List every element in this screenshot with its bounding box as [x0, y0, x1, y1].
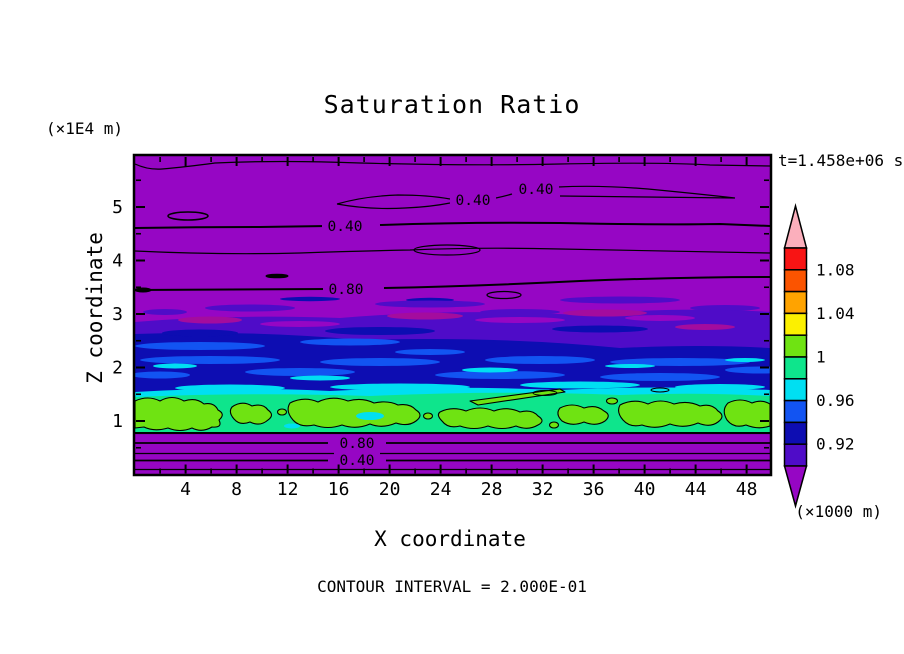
- contour-line-labels: 0.400.400.400.800.800.40: [322, 181, 559, 469]
- colorbar-label: 1: [816, 348, 826, 367]
- colorbar-segment: [783, 312, 808, 336]
- colorbar-segment: [783, 443, 808, 467]
- time-stamp-label: t=1.458e+06 s: [778, 151, 904, 170]
- contour-label-bg: [334, 452, 380, 468]
- contour-label: 0.40: [328, 219, 363, 235]
- contour-label-bg: [450, 192, 496, 208]
- plot-field: 0.400.400.400.800.800.40: [135, 156, 770, 475]
- x-axis-units-label: (×1000 m): [795, 502, 882, 521]
- colorbar-under-arrow: [783, 465, 808, 509]
- x-tick-label: 8: [231, 479, 242, 500]
- y-tick-label: 2: [112, 358, 123, 379]
- colorbar-segment: [783, 247, 808, 271]
- colorbar-segment: [783, 290, 808, 315]
- x-tick-label: 4: [180, 479, 191, 500]
- contour-label: 0.80: [329, 282, 364, 298]
- x-tick-label: 36: [583, 479, 605, 500]
- contour-label: 0.40: [519, 182, 554, 198]
- colorbar-label: 1.08: [816, 260, 855, 279]
- contour-label-bg: [323, 281, 369, 297]
- colorbar-segment: [783, 399, 808, 424]
- colorbar-labels: 1.08 1.04 1 0.96 0.92: [816, 260, 855, 453]
- contour-label-bg: [334, 435, 380, 451]
- x-tick-label: 20: [379, 479, 401, 500]
- colorbar-segment: [783, 356, 808, 380]
- contour-interval-note: CONTOUR INTERVAL = 2.000E-01: [317, 577, 587, 596]
- upper-contour-lines: [135, 160, 770, 300]
- colorbar-label: 1.04: [816, 304, 855, 323]
- contour-label: 0.80: [340, 436, 375, 452]
- y-tick-label: 5: [112, 197, 123, 218]
- band-saturated: [135, 387, 770, 433]
- y-tick-label: 3: [112, 304, 123, 325]
- colorbar-segment: [783, 269, 808, 293]
- x-tick-label: 40: [634, 479, 656, 500]
- colorbar-segment: [783, 334, 808, 358]
- band-transition: [135, 296, 770, 396]
- x-tick-label: 28: [481, 479, 503, 500]
- band-surface: [135, 432, 770, 475]
- x-axis-title: X coordinate: [374, 527, 526, 551]
- page-title: Saturation Ratio: [323, 90, 581, 119]
- contour-label-bg: [322, 218, 368, 234]
- colorbar: [783, 203, 808, 509]
- y-axis-units-label: (×1E4 m): [46, 119, 124, 138]
- x-tick-label: 16: [328, 479, 350, 500]
- x-tick-label: 12: [277, 479, 299, 500]
- colorbar-label: 0.92: [816, 435, 855, 454]
- contour-label: 0.40: [456, 193, 491, 209]
- x-tick-label: 24: [430, 479, 452, 500]
- axis-ticks: [136, 157, 769, 474]
- colorbar-segment: [783, 378, 808, 402]
- plot-border: [132, 153, 773, 477]
- colorbar-label: 0.96: [816, 391, 855, 410]
- x-tick-label: 48: [736, 479, 758, 500]
- x-tick-label: 44: [685, 479, 707, 500]
- colorbar-over-arrow: [783, 203, 808, 249]
- contour-label-bg: [513, 181, 559, 197]
- x-tick-label: 32: [532, 479, 554, 500]
- y-tick-label: 4: [112, 251, 123, 272]
- contour-label: 0.40: [340, 453, 375, 469]
- colorbar-segment: [783, 421, 808, 445]
- y-tick-label: 1: [112, 411, 123, 432]
